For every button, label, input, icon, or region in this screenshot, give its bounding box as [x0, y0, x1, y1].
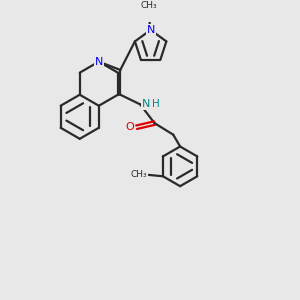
Text: H: H [152, 99, 160, 109]
Text: CH₃: CH₃ [140, 1, 157, 10]
Text: CH₃: CH₃ [131, 170, 148, 179]
Text: N: N [94, 57, 103, 67]
Text: O: O [125, 122, 134, 132]
Text: N: N [146, 25, 155, 35]
Text: N: N [142, 99, 151, 109]
